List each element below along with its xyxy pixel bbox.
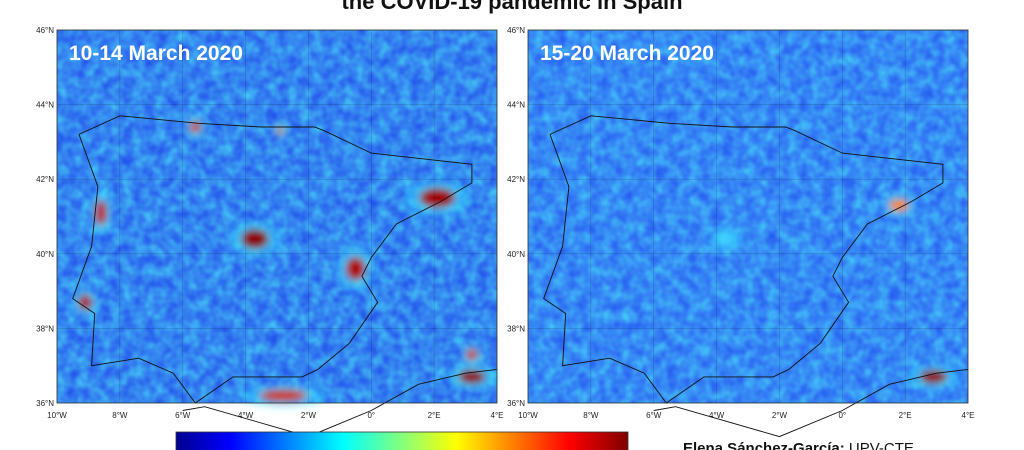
lat-tick-label: 38°N: [36, 324, 54, 333]
map-panel: 15-20 March 2020 46°N 44°N 42°N 40°N 38°N 36°N…: [507, 26, 975, 438]
map-panel: 10-14 March 2020 46°N 44°N 42°N 40°N 38°N 36°N…: [36, 26, 504, 438]
lon-tick-label: 10°W: [518, 411, 538, 420]
hotspot: [419, 187, 456, 208]
lon-tick-label: 2°E: [899, 411, 912, 420]
lon-tick-label: 8°W: [583, 411, 599, 420]
lon-tick-label: 2°E: [428, 411, 441, 420]
lon-tick-label: 2°W: [772, 411, 788, 420]
title: the COVID-19 pandemic in Spain: [341, 0, 682, 14]
lat-tick-label: 44°N: [507, 101, 525, 110]
map-frame: [527, 29, 969, 404]
lat-tick-label: 44°N: [36, 101, 54, 110]
hotspot: [717, 232, 735, 245]
lon-tick-label: 0°: [367, 411, 375, 420]
hotspot: [259, 389, 308, 402]
hotspots: [709, 194, 959, 390]
hotspot: [465, 348, 478, 361]
hotspot: [78, 294, 93, 311]
hotspot: [189, 120, 202, 133]
credit: Elena Sánchez-García: UPV-CTE: [683, 440, 914, 450]
lon-tick-label: 10°W: [47, 411, 67, 420]
lat-tick-label: 38°N: [507, 324, 525, 333]
lat-tick-label: 42°N: [36, 175, 54, 184]
lat-tick-label: 36°N: [507, 399, 525, 408]
lat-tick-label: 42°N: [507, 175, 525, 184]
lat-tick-label: 36°N: [36, 399, 54, 408]
lat-tick-label: 46°N: [36, 26, 54, 35]
lon-tick-label: 4°W: [709, 411, 725, 420]
lon-tick-label: 0°: [838, 411, 846, 420]
hotspot: [95, 199, 107, 226]
hotspot: [241, 228, 269, 249]
hotspot: [919, 369, 948, 384]
lon-tick-label: 4°E: [491, 411, 504, 420]
coastline: [72, 115, 473, 404]
lat-tick-label: 40°N: [36, 250, 54, 259]
credit-affiliation: UPV-CTE: [849, 440, 914, 450]
coastline: [543, 115, 944, 404]
lon-tick-label: 4°E: [962, 411, 975, 420]
lon-tick-label: 6°W: [175, 411, 191, 420]
hotspot: [345, 256, 366, 281]
hotspot: [276, 126, 285, 135]
coastline: [182, 368, 498, 438]
hotspot: [888, 199, 909, 212]
coastline: [653, 368, 969, 438]
panel-label: 10-14 March 2020: [69, 42, 243, 65]
panel-label: 15-20 March 2020: [540, 42, 714, 65]
colorbar: [175, 431, 629, 450]
credit-name: Elena Sánchez-García:: [683, 440, 845, 450]
lat-tick-label: 46°N: [507, 26, 525, 35]
lon-tick-label: 8°W: [112, 411, 128, 420]
lon-tick-label: 6°W: [646, 411, 662, 420]
lat-tick-label: 40°N: [507, 250, 525, 259]
map-background: [57, 30, 497, 403]
lon-tick-label: 4°W: [238, 411, 254, 420]
lon-tick-label: 2°W: [301, 411, 317, 420]
map-frame: [56, 29, 498, 404]
map-background: [528, 30, 968, 403]
